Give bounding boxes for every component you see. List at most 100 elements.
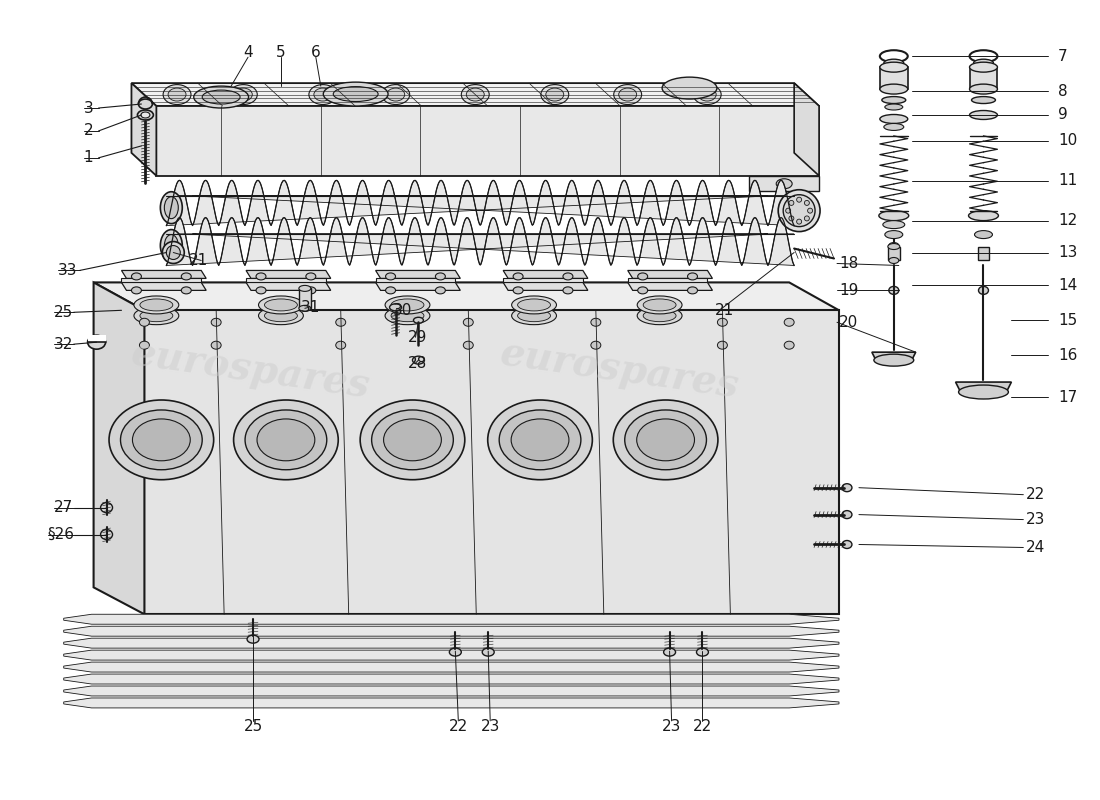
Ellipse shape — [546, 88, 564, 101]
Ellipse shape — [968, 210, 999, 221]
Ellipse shape — [693, 85, 722, 105]
Text: 31: 31 — [301, 300, 320, 315]
Ellipse shape — [385, 306, 430, 325]
Ellipse shape — [323, 82, 388, 106]
Ellipse shape — [436, 287, 446, 294]
Ellipse shape — [132, 273, 142, 280]
Bar — [299, 288, 311, 308]
Polygon shape — [64, 638, 839, 648]
Ellipse shape — [256, 273, 266, 280]
Ellipse shape — [450, 648, 461, 656]
Text: 21: 21 — [189, 253, 209, 268]
Ellipse shape — [512, 296, 557, 314]
Polygon shape — [503, 270, 587, 278]
Ellipse shape — [717, 342, 727, 349]
Polygon shape — [64, 698, 839, 708]
Polygon shape — [503, 278, 583, 282]
Polygon shape — [132, 83, 820, 106]
Ellipse shape — [618, 88, 637, 101]
Text: 14: 14 — [1058, 278, 1078, 293]
Text: §26: §26 — [47, 527, 75, 542]
Ellipse shape — [979, 286, 989, 294]
Ellipse shape — [888, 243, 900, 250]
Ellipse shape — [563, 287, 573, 294]
Ellipse shape — [264, 310, 297, 322]
Ellipse shape — [139, 99, 153, 109]
Polygon shape — [64, 626, 839, 636]
Ellipse shape — [463, 318, 473, 326]
Text: 16: 16 — [1058, 348, 1078, 362]
Ellipse shape — [969, 84, 998, 94]
Ellipse shape — [463, 342, 473, 349]
Text: 25: 25 — [243, 719, 263, 734]
Ellipse shape — [211, 318, 221, 326]
Polygon shape — [121, 278, 201, 282]
Ellipse shape — [141, 112, 150, 118]
Text: 24: 24 — [1026, 540, 1046, 555]
Ellipse shape — [245, 410, 327, 470]
Ellipse shape — [883, 123, 904, 130]
Text: 6: 6 — [311, 45, 321, 60]
Ellipse shape — [889, 286, 899, 294]
Polygon shape — [375, 270, 460, 278]
Ellipse shape — [436, 273, 446, 280]
Ellipse shape — [591, 342, 601, 349]
Text: 32: 32 — [54, 337, 73, 352]
Ellipse shape — [591, 318, 601, 326]
Ellipse shape — [777, 178, 792, 189]
Ellipse shape — [164, 197, 178, 218]
Ellipse shape — [168, 88, 186, 101]
Ellipse shape — [974, 59, 993, 67]
Bar — [888, 246, 900, 261]
Polygon shape — [64, 650, 839, 660]
Ellipse shape — [382, 85, 409, 105]
Text: 33: 33 — [57, 263, 77, 278]
Ellipse shape — [842, 484, 851, 492]
Ellipse shape — [541, 85, 569, 105]
Ellipse shape — [138, 110, 153, 120]
Ellipse shape — [164, 234, 178, 257]
Polygon shape — [94, 282, 144, 614]
Ellipse shape — [663, 648, 675, 656]
Ellipse shape — [182, 273, 191, 280]
Ellipse shape — [563, 273, 573, 280]
Ellipse shape — [392, 310, 424, 322]
Ellipse shape — [499, 410, 581, 470]
Ellipse shape — [387, 88, 405, 101]
Text: 30: 30 — [393, 303, 411, 318]
Ellipse shape — [140, 299, 173, 311]
Ellipse shape — [969, 110, 998, 119]
Bar — [969, 67, 998, 89]
Ellipse shape — [889, 258, 899, 263]
Text: 11: 11 — [1058, 174, 1078, 188]
Ellipse shape — [257, 419, 315, 461]
Polygon shape — [246, 278, 326, 282]
Polygon shape — [121, 270, 206, 278]
Ellipse shape — [884, 230, 903, 238]
Text: 17: 17 — [1058, 390, 1078, 405]
Polygon shape — [503, 282, 587, 290]
Ellipse shape — [873, 354, 914, 366]
Ellipse shape — [414, 318, 424, 323]
Ellipse shape — [638, 273, 648, 280]
Ellipse shape — [513, 287, 524, 294]
Ellipse shape — [796, 219, 802, 224]
Ellipse shape — [264, 299, 297, 311]
Text: 22: 22 — [449, 719, 468, 734]
Ellipse shape — [100, 502, 112, 513]
Ellipse shape — [883, 59, 904, 67]
Ellipse shape — [134, 296, 179, 314]
Ellipse shape — [644, 310, 676, 322]
Ellipse shape — [182, 287, 191, 294]
Text: 23: 23 — [1026, 512, 1046, 527]
Ellipse shape — [784, 318, 794, 326]
Text: 4: 4 — [243, 45, 253, 60]
Ellipse shape — [785, 208, 791, 213]
Ellipse shape — [336, 342, 345, 349]
Ellipse shape — [958, 385, 1009, 399]
Bar — [880, 67, 907, 89]
Ellipse shape — [662, 77, 717, 99]
Ellipse shape — [880, 62, 907, 72]
Ellipse shape — [258, 296, 304, 314]
Ellipse shape — [360, 400, 465, 480]
